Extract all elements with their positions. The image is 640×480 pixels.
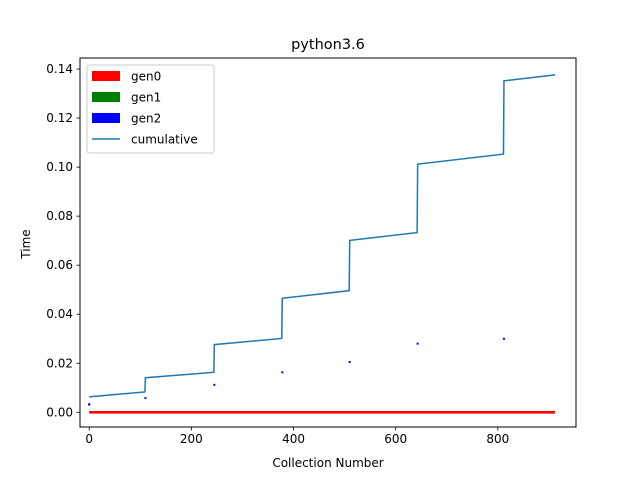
legend-gen2-swatch [92,113,120,123]
y-tick-label: 0.04 [46,307,73,321]
gen2-bar [416,342,419,345]
legend: gen0 gen1 gen2 cumulative [86,64,215,154]
y-tick-label: 0.14 [46,62,73,76]
gen2-bar [281,371,284,374]
legend-gen1-swatch [92,92,120,102]
legend-gen0-swatch [92,71,120,81]
gen2-bar [213,383,216,386]
axes-frame [79,57,577,428]
gen2-bar [348,361,351,364]
x-tick-label: 0 [85,432,93,446]
legend-gen0-label: gen0 [131,70,161,84]
x-tick-label: 400 [282,432,305,446]
x-axis-label: Collection Number [272,456,383,470]
gen2-bar [88,403,91,406]
y-axis-label: Time [19,229,33,259]
plot-area [88,74,556,414]
y-tick-label: 0.10 [46,160,73,174]
gen2-bar [502,337,505,340]
cumulative-line [89,74,556,398]
y-tick-label: 0.08 [46,209,73,223]
y-tick-label: 0.06 [46,258,73,272]
x-tick-label: 800 [486,432,509,446]
legend-cumulative-label: cumulative [131,133,198,147]
y-tick-label: 0.02 [46,356,73,370]
gen2-bar [144,397,147,400]
y-tick-label: 0.12 [46,111,73,125]
x-tick-label: 200 [180,432,203,446]
x-tick-label: 600 [384,432,407,446]
legend-box [86,64,215,154]
chart-title: python3.6 [291,37,365,53]
legend-gen2-label: gen2 [131,112,161,126]
legend-gen1-label: gen1 [131,91,161,105]
axes: 0 200 400 600 800 0.00 0.02 0.04 0.06 0.08 0.10 0.1… [46,57,577,446]
y-tick-label: 0.00 [46,405,73,419]
gen0-bars [89,410,556,414]
